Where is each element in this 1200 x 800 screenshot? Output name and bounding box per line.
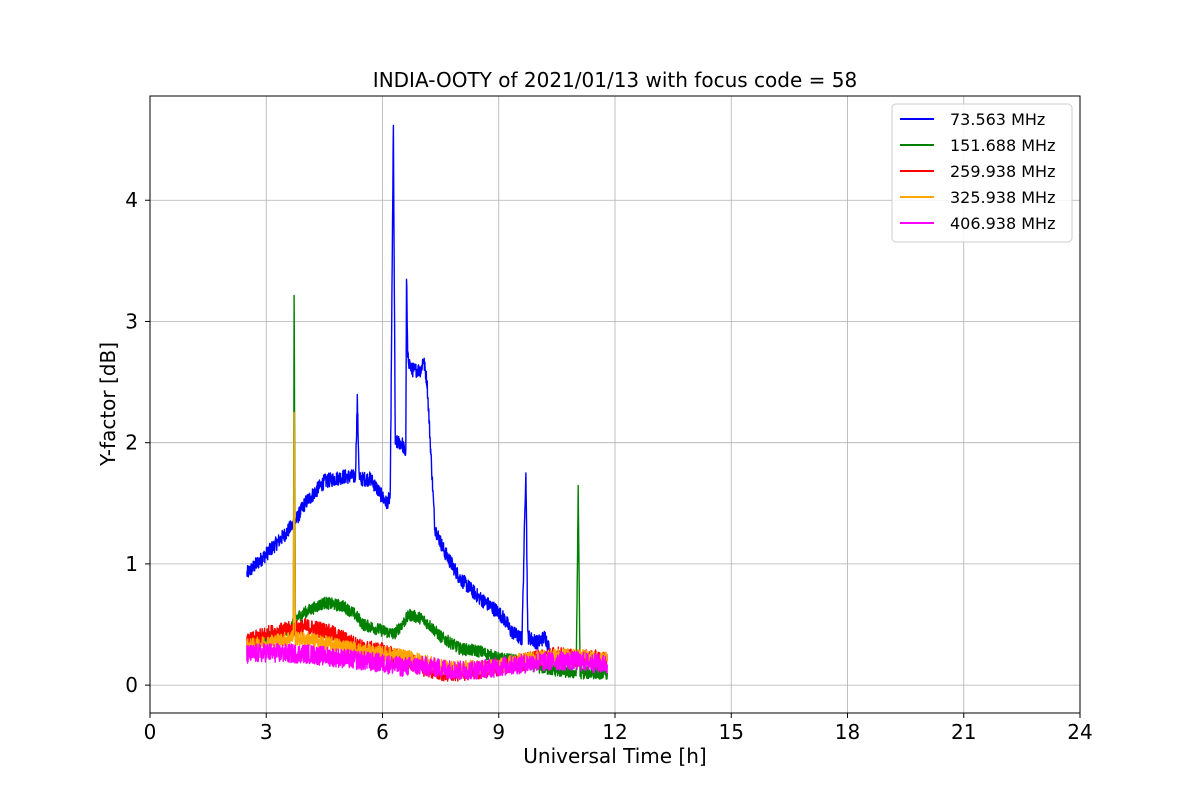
legend-label: 325.938 MHz [950, 188, 1055, 207]
y-axis-label: Y-factor [dB] [96, 342, 120, 467]
series-line-4 [246, 642, 608, 681]
y-tick-label: 1 [125, 552, 138, 576]
x-tick-label: 18 [835, 720, 860, 744]
y-tick-label: 3 [125, 309, 138, 333]
legend-label: 406.938 MHz [950, 214, 1055, 233]
x-tick-label: 0 [144, 720, 157, 744]
x-tick-label: 15 [719, 720, 744, 744]
x-tick-label: 6 [376, 720, 389, 744]
legend: 73.563 MHz 151.688 MHz 259.938 MHz 325.938 … [891, 103, 1073, 243]
y-tick-label: 4 [125, 188, 138, 212]
plot-area [246, 124, 608, 682]
x-tick-label: 21 [951, 720, 976, 744]
series-line-0 [246, 124, 550, 652]
y-tick-label: 0 [125, 673, 138, 697]
x-tick-label: 12 [602, 720, 627, 744]
legend-box [891, 103, 1073, 243]
legend-label: 151.688 MHz [950, 136, 1055, 155]
x-tick-label: 9 [492, 720, 505, 744]
x-axis-label: Universal Time [h] [523, 744, 706, 768]
x-tick-label: 24 [1067, 720, 1092, 744]
chart-title: INDIA-OOTY of 2021/01/13 with focus code… [373, 68, 857, 92]
legend-label: 259.938 MHz [950, 162, 1055, 181]
y-tick-label: 2 [125, 431, 138, 455]
x-tick-label: 3 [260, 720, 273, 744]
legend-label: 73.563 MHz [950, 110, 1045, 129]
